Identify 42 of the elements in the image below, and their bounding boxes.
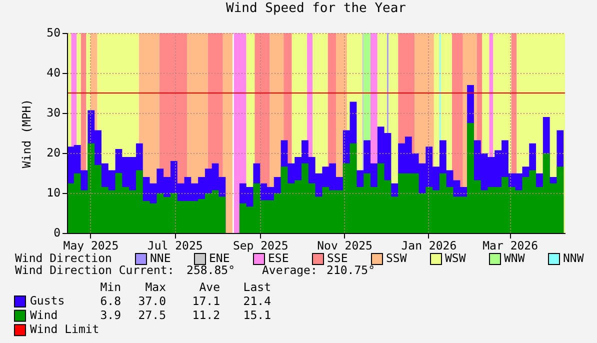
text: 11.2 [192,308,220,322]
legend-label: SSE [327,251,348,265]
legend-label: NNE [150,251,171,265]
text: 27.5 [138,308,166,322]
y-tick-label: 40 [46,66,61,80]
text: 6.8 [100,294,122,308]
text: 3.9 [100,308,122,322]
legend-title: Wind Direction [15,251,112,265]
legend-label: WNW [504,251,525,265]
text: 210.75° [326,263,375,277]
y-tick-label: 20 [46,146,61,160]
y-tick-label: 30 [46,106,61,120]
text: Ave [199,280,220,294]
text: Wind Direction Current: [15,263,174,277]
legend-label: Gusts [30,294,65,308]
y-tick-label: 10 [46,186,61,200]
text: 21.4 [243,294,272,308]
legend-label: NNW [563,251,584,265]
text: Max [145,280,166,294]
y-tick-label: 0 [54,226,61,240]
y-tick-label: 50 [46,26,61,40]
x-tick-label: May 2025 [63,238,119,252]
x-tick-label: Jan 2026 [401,238,457,252]
text: 258.85° [186,263,235,277]
legend-label: Wind Limit [30,322,100,336]
legend-label: SSW [386,251,407,265]
y-axis-title: Wind (MPH) [20,98,34,168]
chart-title: Wind Speed for the Year [226,1,406,16]
text: Last [243,280,271,294]
text: Average: [262,263,318,277]
x-tick-label: Jul 2025 [147,238,203,252]
text: 15.1 [243,308,272,322]
legend-label: WSW [445,251,466,265]
legend-label: Wind [30,308,58,322]
text: 17.1 [192,294,220,308]
legend-label: ENE [209,251,230,265]
text: Min [100,280,121,294]
x-tick-label: Sep 2025 [232,238,288,252]
x-tick-label: Nov 2025 [317,238,372,252]
text: 37.0 [138,294,166,308]
x-tick-label: Mar 2026 [482,238,538,252]
legend-label: ESE [268,251,289,265]
